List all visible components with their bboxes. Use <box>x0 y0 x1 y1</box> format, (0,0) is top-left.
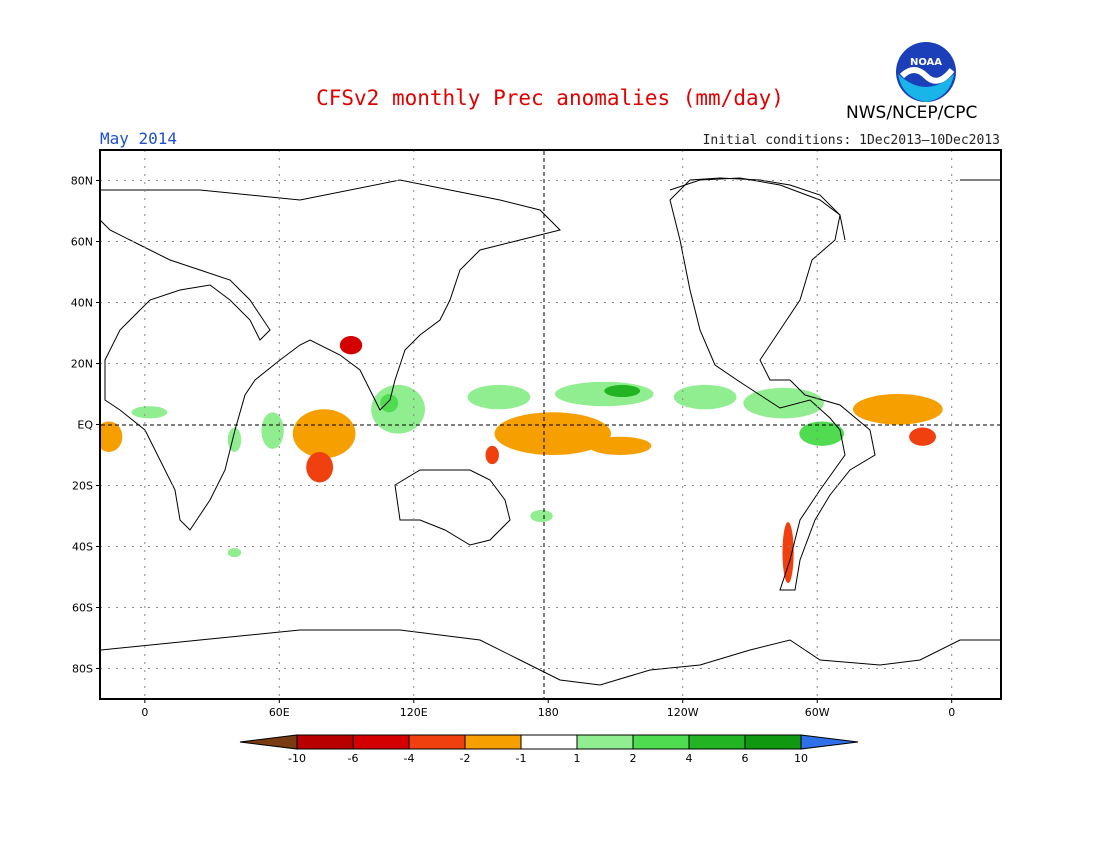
lon-tick-label: 60E <box>269 706 290 719</box>
colorbar-segment <box>296 734 354 750</box>
anomaly-pacific-itcz-wet <box>554 381 654 407</box>
colorbar-segment <box>744 734 802 750</box>
anomaly-caribbean-wet <box>743 387 824 419</box>
lat-tick-label: 40S <box>72 541 93 554</box>
coastline-americas <box>669 177 876 591</box>
colorbar-segment <box>632 734 690 750</box>
coastline-eurasia-africa <box>101 179 1000 531</box>
lon-tick-label: 0 <box>141 706 148 719</box>
chart-title: CFSv2 monthly Prec anomalies (mm/day) <box>316 86 784 110</box>
anomaly-layer <box>101 336 943 584</box>
colorbar-tick-label: 4 <box>686 752 693 765</box>
colorbar-tick-label: -4 <box>404 752 415 765</box>
colorbar-tick-label: -2 <box>460 752 471 765</box>
colorbar-segment <box>464 734 522 750</box>
anomaly-maritime-wet-core <box>380 394 399 413</box>
coastline-greenland <box>669 177 846 241</box>
coastline-australia <box>394 469 511 546</box>
colorbar-tick-label: -10 <box>288 752 306 765</box>
colorbar-segment <box>576 734 634 750</box>
lat-axis: 80N 60N 40N 20N EQ 20S 40S 60S 80S <box>71 175 100 676</box>
lat-tick-label: 20S <box>72 480 93 493</box>
colorbar-tick-label: 2 <box>630 752 637 765</box>
anomaly-gulf-guinea-dry <box>909 427 937 446</box>
lat-tick-label: 60S <box>72 602 93 615</box>
colorbar-tick-label: 1 <box>574 752 581 765</box>
lat-tick-label: 40N <box>71 297 93 310</box>
colorbar-segment <box>352 734 410 750</box>
lat-tick-label: 80N <box>71 175 93 188</box>
agency-label: NWS/NCEP/CPC <box>846 103 978 123</box>
gridlines <box>100 150 1001 699</box>
anomaly-w-africa-coast-dry <box>101 421 123 452</box>
lon-tick-label: 60W <box>805 706 830 719</box>
lon-axis: 0 60E 120E 180 120W 60W 0 <box>141 699 955 719</box>
anomaly-east-pacific-dry <box>588 436 652 455</box>
colorbar-high-arrow <box>800 734 859 750</box>
colorbar: -10 -6 -4 -2 -1 1 2 4 6 10 <box>239 734 859 765</box>
anomaly-pacific-itcz-wet-core <box>604 384 641 398</box>
colorbar-tick-label: 10 <box>794 752 808 765</box>
anomaly-s-indian-dry <box>306 451 334 483</box>
lon-tick-label: 120E <box>400 706 428 719</box>
colorbar-tick-label: -6 <box>348 752 359 765</box>
colorbar-low-arrow <box>239 734 298 750</box>
coastline-antarctica <box>101 629 1000 686</box>
lat-tick-label: 20N <box>71 358 93 371</box>
colorbar-segment <box>520 734 578 750</box>
colorbar-tick-label: -1 <box>516 752 527 765</box>
logo-text: NOAA <box>910 57 942 68</box>
anomaly-atlantic-dry-edge <box>853 394 943 425</box>
anomaly-s-pacific-wet <box>530 509 553 523</box>
anomaly-s-indian-wet <box>227 548 242 558</box>
anomaly-andes-dry <box>782 522 794 584</box>
anomaly-indian-ocean-dry-edge <box>292 409 356 459</box>
anomaly-amazon-wet <box>799 421 845 446</box>
colorbar-segment <box>408 734 466 750</box>
initial-conditions-label: Initial conditions: 1Dec2013–10Dec2013 <box>702 133 1000 148</box>
noaa-logo: NOAA <box>894 40 958 104</box>
anomaly-new-guinea-dry <box>485 445 499 465</box>
lon-tick-label: 180 <box>538 706 559 719</box>
anomaly-e-pacific-wet <box>673 384 737 410</box>
lon-tick-label: 120W <box>667 706 699 719</box>
lat-tick-label: 80S <box>72 663 93 676</box>
period-label: May 2014 <box>100 129 178 148</box>
lon-tick-label: 0 <box>948 706 955 719</box>
lat-tick-label: EQ <box>77 419 93 432</box>
anomaly-tibet-dry <box>339 336 363 355</box>
anomaly-w-indian-wet <box>261 412 284 449</box>
colorbar-segment <box>688 734 746 750</box>
lat-tick-label: 60N <box>71 236 93 249</box>
anomaly-west-pacific-wet <box>467 384 531 410</box>
anomaly-w-africa-wet <box>131 406 168 419</box>
anomaly-central-pacific-dry-edge <box>494 412 612 455</box>
colorbar-tick-label: 6 <box>742 752 749 765</box>
